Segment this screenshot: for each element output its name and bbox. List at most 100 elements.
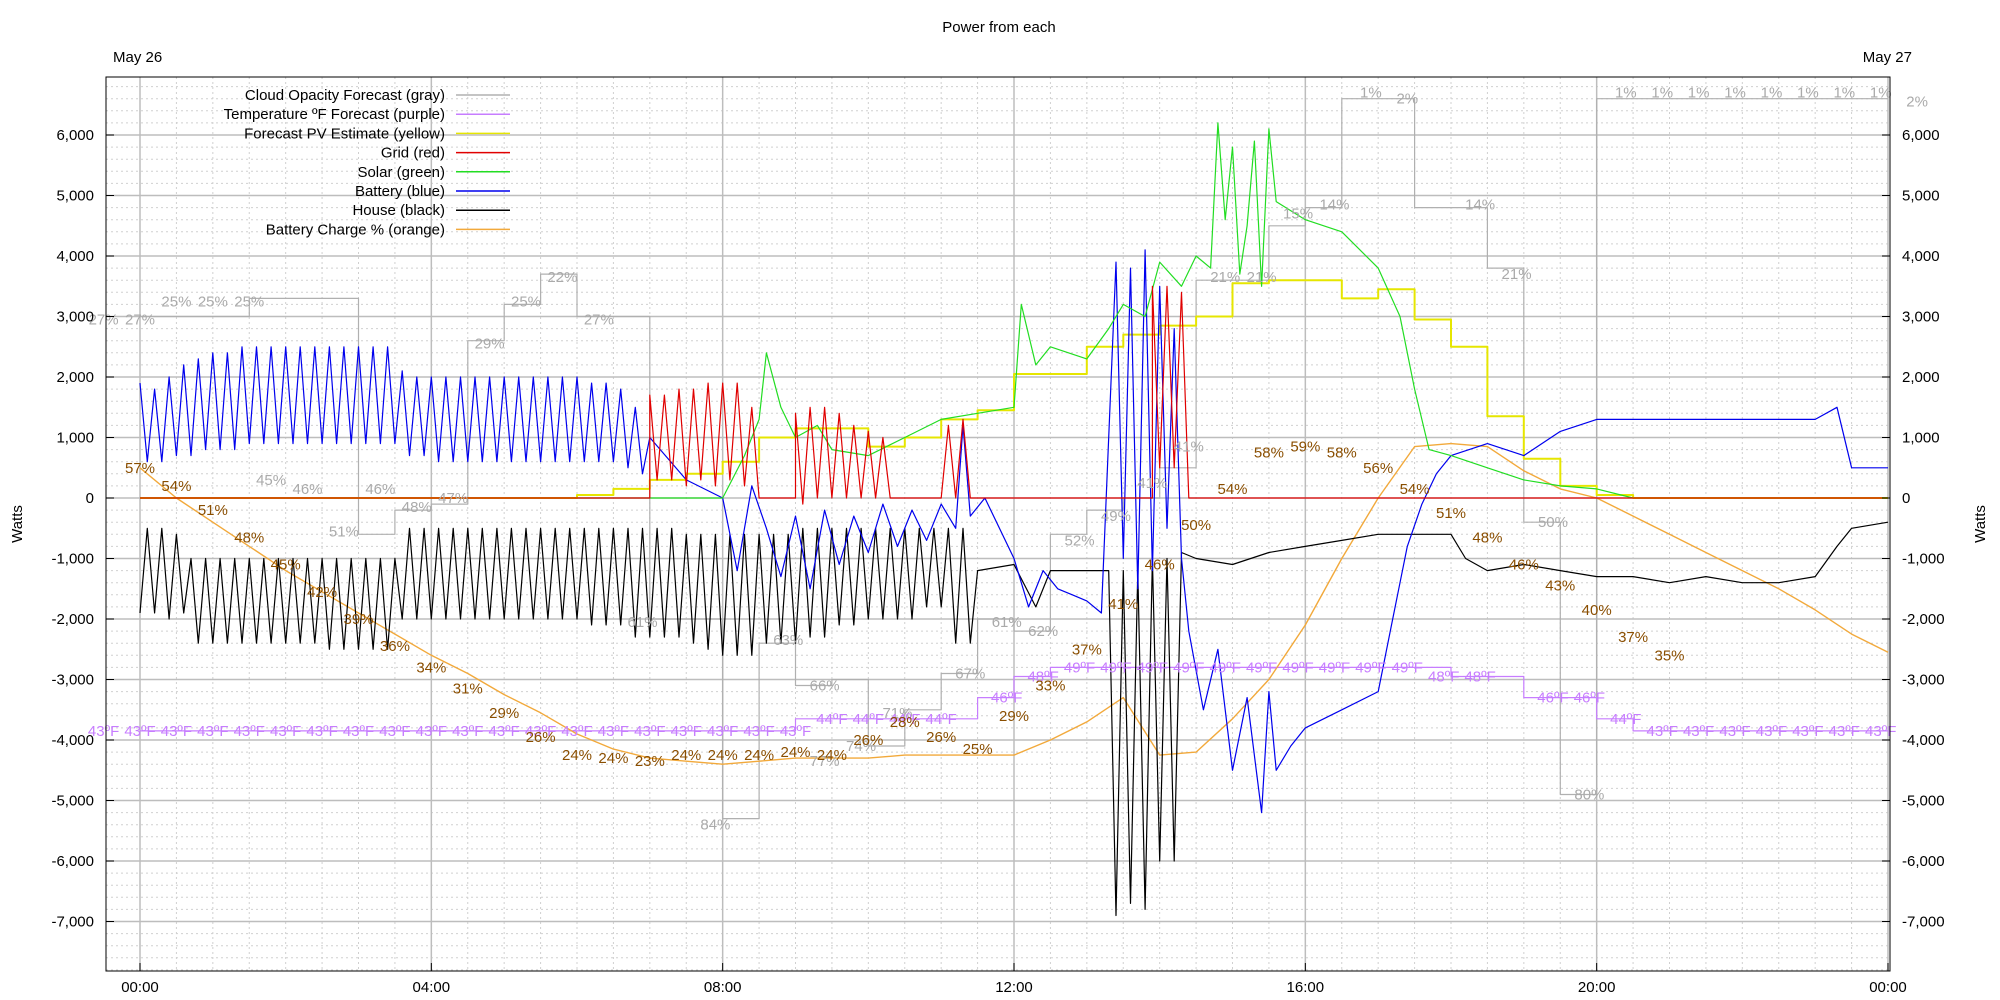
temperature-label: 43ºF [1756, 723, 1787, 740]
temperature-label: 43ºF [1719, 723, 1750, 740]
cloud-opacity-label: 25% [234, 293, 264, 310]
battery-charge-label: 26% [926, 729, 956, 746]
x-tick-label: 08:00 [704, 979, 742, 996]
axis-layer: 6,000 6,000 5,000 5,000 4,000 4,000 3,000 3,000… [51, 127, 1944, 996]
temperature-label: 43ºF [743, 723, 774, 740]
temperature-label: 49ºF [1100, 659, 1131, 676]
y-tick-label-right: -4,000 [1902, 732, 1945, 749]
cloud-opacity-label: 29% [475, 336, 505, 353]
legend-label: Solar (green) [357, 164, 445, 181]
temperature-label: 43ºF [88, 723, 119, 740]
temperature-label: 43ºF [525, 723, 556, 740]
temperature-label: 49ºF [1064, 659, 1095, 676]
series-line [139, 249, 1888, 814]
series-line [140, 279, 1888, 499]
temperature-label: 49ºF [1355, 659, 1386, 676]
battery-charge-label: 34% [416, 659, 446, 676]
cloud-opacity-label: 1% [1797, 85, 1819, 102]
y-tick-label-left: 5,000 [56, 188, 94, 205]
plot-frame [105, 76, 1891, 972]
temperature-label: 43ºF [161, 723, 192, 740]
legend-label: Cloud Opacity Forecast (gray) [245, 87, 445, 104]
series-layer [139, 98, 1889, 917]
battery-charge-label: 29% [999, 708, 1029, 725]
temperature-label: 43ºF [416, 723, 447, 740]
x-tick-label: 12:00 [995, 979, 1033, 996]
series-line [139, 521, 1889, 917]
temperature-label: 43ºF [124, 723, 155, 740]
series-line [140, 98, 1888, 820]
battery-charge-label: 26% [526, 729, 556, 746]
annotation-layer: 27% 27% 25% 25% 25% 45% 46% 51% 46% 48% 47% 29% 25% 2… [88, 85, 1928, 834]
y-tick-label-right: 3,000 [1902, 309, 1940, 326]
temperature-label: 43ºF [707, 723, 738, 740]
y-tick-label-left: 6,000 [56, 127, 94, 144]
x-tick-label: 00:00 [1869, 979, 1907, 996]
cloud-opacity-label: 2% [1906, 94, 1928, 111]
temperature-label: 44ºF [1610, 711, 1641, 728]
date-right: May 27 [1863, 49, 1912, 66]
temperature-label: 43ºF [452, 723, 483, 740]
temperature-label: 44ºF [816, 711, 847, 728]
temperature-label: 49ºF [1282, 659, 1313, 676]
legend-label: House (black) [352, 202, 445, 219]
cloud-opacity-label: 22% [547, 269, 577, 286]
y-tick-label-right: -7,000 [1902, 914, 1945, 931]
y-tick-label-left: 3,000 [56, 309, 94, 326]
y-tick-label-right: 2,000 [1902, 369, 1940, 386]
chart-title: Power from each [942, 19, 1055, 36]
cloud-opacity-label: 1% [1688, 85, 1710, 102]
temperature-label: 46ºF [1574, 690, 1605, 707]
temperature-label: 43ºF [1829, 723, 1860, 740]
y-tick-label-left: 2,000 [56, 369, 94, 386]
y-tick-label-right: 1,000 [1902, 430, 1940, 447]
battery-charge-label: 48% [1472, 529, 1502, 546]
temperature-label: 43ºF [270, 723, 301, 740]
cloud-opacity-label: 15% [1283, 206, 1313, 223]
battery-charge-label: 39% [343, 611, 373, 628]
cloud-opacity-label: 1% [1360, 85, 1382, 102]
temperature-label: 43ºF [1865, 723, 1896, 740]
cloud-opacity-label: 25% [161, 293, 191, 310]
battery-charge-label: 28% [890, 714, 920, 731]
temperature-label: 48ºF [1428, 668, 1459, 685]
cloud-opacity-label: 14% [1465, 197, 1495, 214]
temperature-label: 46ºF [991, 690, 1022, 707]
temperature-label: 43ºF [671, 723, 702, 740]
cloud-opacity-label: 1% [1833, 85, 1855, 102]
cloud-opacity-label: 47% [438, 490, 468, 507]
cloud-opacity-label: 80% [1574, 786, 1604, 803]
cloud-opacity-label: 27% [584, 312, 614, 329]
y-tick-label-left: -4,000 [51, 732, 94, 749]
battery-charge-label: 51% [198, 502, 228, 519]
series-line [140, 285, 1888, 505]
legend-label: Forecast PV Estimate (yellow) [244, 125, 445, 142]
battery-charge-label: 23% [635, 753, 665, 770]
temperature-label: 43ºF [1683, 723, 1714, 740]
y-tick-label-left: 0 [86, 490, 94, 507]
cloud-opacity-label: 49% [1101, 508, 1131, 525]
temperature-label: 43ºF [234, 723, 265, 740]
cloud-opacity-label: 77% [810, 753, 840, 770]
cloud-opacity-label: 27% [125, 312, 155, 329]
cloud-opacity-label: 46% [293, 481, 323, 498]
battery-charge-label: 56% [1363, 460, 1393, 477]
battery-charge-label: 33% [1035, 678, 1065, 695]
battery-charge-label: 46% [1145, 557, 1175, 574]
battery-charge-label: 54% [1217, 481, 1247, 498]
battery-charge-label: 25% [963, 741, 993, 758]
cloud-opacity-label: 66% [810, 678, 840, 695]
cloud-opacity-label: 71% [882, 705, 912, 722]
cloud-opacity-label: 2% [1396, 91, 1418, 108]
cloud-opacity-label: 63% [773, 632, 803, 649]
cloud-opacity-label: 50% [1538, 514, 1568, 531]
battery-charge-label: 24% [817, 747, 847, 764]
cloud-opacity-label: 25% [511, 293, 541, 310]
battery-charge-label: 35% [1654, 647, 1684, 664]
temperature-label: 43ºF [598, 723, 629, 740]
cloud-opacity-label: 51% [329, 523, 359, 540]
cloud-opacity-label: 41% [1174, 439, 1204, 456]
cloud-opacity-label: 61% [992, 614, 1022, 631]
y-tick-label-left: -6,000 [51, 853, 94, 870]
